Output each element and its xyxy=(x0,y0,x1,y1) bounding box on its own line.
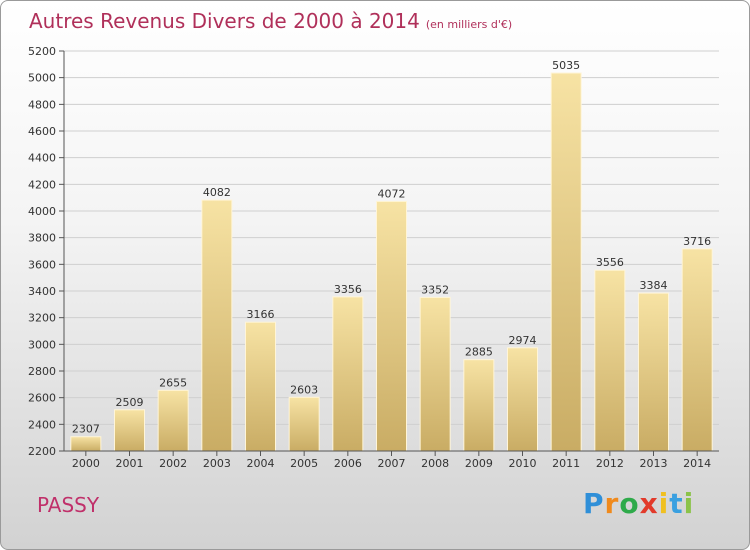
data-label: 3352 xyxy=(421,283,449,296)
x-tick-label: 2004 xyxy=(247,457,275,470)
place-name: PASSY xyxy=(37,493,100,517)
data-label: 3556 xyxy=(596,256,624,269)
logo-letter: i xyxy=(658,487,670,520)
bar-2011 xyxy=(550,72,582,452)
bar-2010 xyxy=(507,347,538,452)
data-label: 4082 xyxy=(203,186,231,199)
data-label: 3166 xyxy=(247,308,275,321)
x-tick-label: 2001 xyxy=(116,457,144,470)
logo-letter: x xyxy=(639,487,659,520)
bar-2002 xyxy=(157,389,189,452)
bar-2007 xyxy=(376,200,407,452)
x-tick-label: 2010 xyxy=(509,457,537,470)
y-tick-label: 2800 xyxy=(28,365,56,378)
data-label: 2885 xyxy=(465,346,493,359)
data-label: 2307 xyxy=(72,423,100,436)
y-tick-label: 4000 xyxy=(28,205,56,218)
data-label: 2509 xyxy=(116,396,144,409)
x-tick-label: 2007 xyxy=(378,457,406,470)
data-label: 3356 xyxy=(334,283,362,296)
bar-2012 xyxy=(594,269,626,452)
y-tick-label: 4200 xyxy=(28,178,56,191)
data-label: 3716 xyxy=(683,235,711,248)
data-label: 2655 xyxy=(159,376,187,389)
x-tick-label: 2011 xyxy=(552,457,580,470)
x-tick-label: 2012 xyxy=(596,457,624,470)
y-tick-label: 3400 xyxy=(28,285,56,298)
data-label: 5035 xyxy=(552,59,580,72)
bar-2009 xyxy=(463,359,495,452)
data-label: 2974 xyxy=(509,334,537,347)
bar-2003 xyxy=(201,199,233,452)
x-tick-label: 2008 xyxy=(421,457,449,470)
x-tick-label: 2005 xyxy=(290,457,318,470)
logo-letter: t xyxy=(669,487,684,520)
logo-letter: P xyxy=(583,487,605,520)
y-tick-label: 3200 xyxy=(28,312,56,325)
chart-title-text: Autres Revenus Divers de 2000 à 2014 xyxy=(29,9,420,33)
y-tick-label: 5200 xyxy=(28,45,56,58)
logo-letter: r xyxy=(604,487,620,520)
bar-2013 xyxy=(638,292,669,452)
y-tick-label: 4400 xyxy=(28,152,56,165)
proxiti-logo: Proxiti xyxy=(583,487,694,520)
data-label: 4072 xyxy=(378,187,406,200)
bar-2005 xyxy=(288,396,320,452)
chart-subtitle: (en milliers d'€) xyxy=(425,18,513,31)
y-tick-label: 2600 xyxy=(28,392,56,405)
y-tick-label: 3800 xyxy=(28,232,56,245)
bar-2008 xyxy=(419,296,451,452)
logo-letter: o xyxy=(619,487,640,520)
logo-letter: i xyxy=(683,487,695,520)
data-label: 3384 xyxy=(640,279,668,292)
x-tick-label: 2003 xyxy=(203,457,231,470)
bar-2000 xyxy=(70,436,102,452)
bar-2001 xyxy=(114,409,145,452)
x-tick-label: 2006 xyxy=(334,457,362,470)
x-tick-label: 2002 xyxy=(159,457,187,470)
y-tick-label: 3600 xyxy=(28,258,56,271)
y-tick-label: 2200 xyxy=(28,445,56,458)
x-tick-label: 2014 xyxy=(683,457,711,470)
chart-title: Autres Revenus Divers de 2000 à 2014 (en … xyxy=(29,9,512,33)
bar-2014 xyxy=(681,248,713,452)
x-tick-label: 2013 xyxy=(640,457,668,470)
x-tick-label: 2009 xyxy=(465,457,493,470)
y-tick-label: 3000 xyxy=(28,338,56,351)
y-tick-label: 4800 xyxy=(28,98,56,111)
data-label: 2603 xyxy=(290,383,318,396)
y-tick-label: 2400 xyxy=(28,418,56,431)
bar-2006 xyxy=(332,296,364,452)
x-tick-label: 2000 xyxy=(72,457,100,470)
y-tick-label: 5000 xyxy=(28,72,56,85)
bar-2004 xyxy=(245,321,276,452)
y-tick-label: 4600 xyxy=(28,125,56,138)
